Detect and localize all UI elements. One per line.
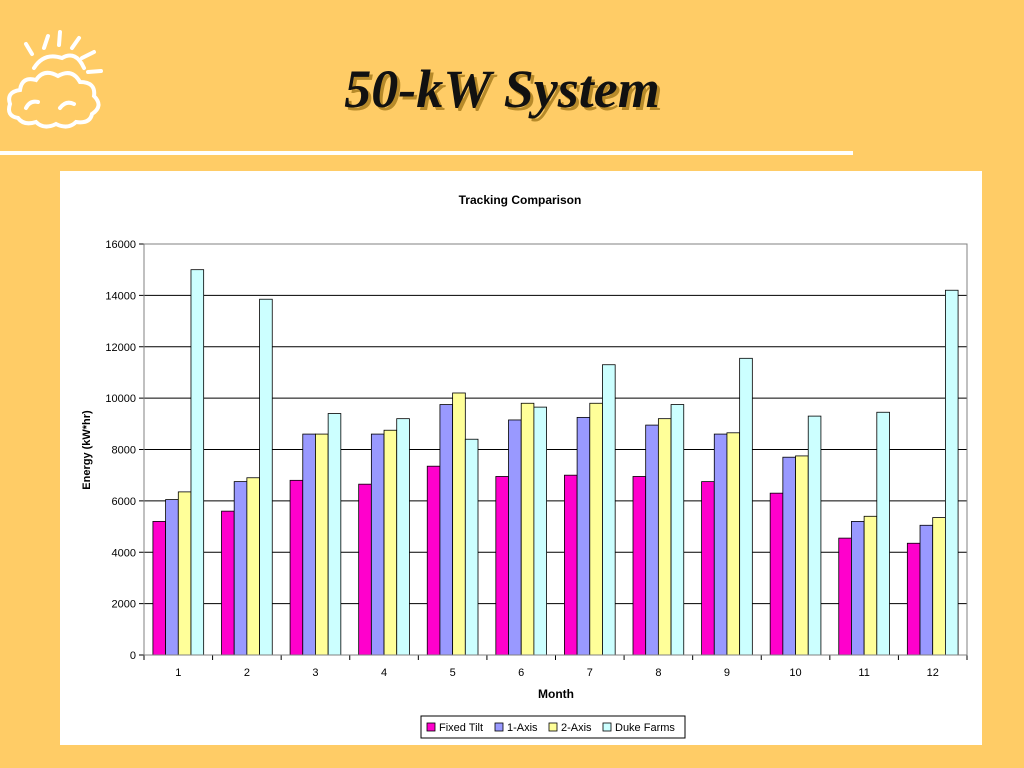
x-tick-label: 5 [450,667,456,679]
sun-cloud-logo [7,30,103,129]
tracking-chart: Tracking Comparison 02000400060008000100… [81,193,968,739]
x-tick-label: 7 [587,667,593,679]
legend-label: 2-Axis [561,722,592,734]
bar [657,418,672,656]
x-tick-label: 4 [381,667,387,679]
bar [358,483,372,656]
bar [632,476,647,656]
bar [851,521,865,656]
chart-legend: Fixed Tilt 1-Axis 2-Axis Duke Farms [420,715,686,739]
y-tick-label: 10000 [105,393,136,405]
y-tick-label: 14000 [105,290,136,302]
bar [919,524,934,656]
bar [221,510,235,656]
bar [233,481,248,656]
bar [370,433,385,656]
bar [520,402,535,656]
x-tick-label: 9 [724,667,730,679]
bar [726,432,741,656]
legend-label: Fixed Tilt [439,722,483,734]
bar [452,392,466,656]
bar [464,438,479,656]
bar [259,298,273,656]
bar [152,521,167,656]
bar [701,481,715,656]
bar [426,465,441,656]
x-tick-label: 8 [655,667,661,679]
x-tick-label: 1 [175,667,181,679]
legend-label: Duke Farms [615,722,675,734]
y-tick-label: 16000 [105,239,136,251]
title-divider [0,151,853,155]
bar [863,515,878,656]
bars [152,269,959,656]
x-tick-label: 6 [518,667,524,679]
bar [645,424,659,656]
bar [589,402,603,656]
legend-swatch [602,722,612,732]
bar [165,499,179,656]
bar [602,364,616,656]
y-tick-label: 2000 [112,599,136,611]
bar [383,429,398,656]
x-tick-label: 3 [312,667,318,679]
bar [670,404,685,656]
bar [289,479,304,656]
x-tick-label: 10 [789,667,801,679]
bar [739,357,753,656]
bar [190,269,205,656]
x-axis-ticks: 1 2 3 4 5 6 7 8 9 10 11 12 [143,655,968,679]
y-tick-label: 4000 [112,547,136,559]
bar [807,415,822,656]
bar [795,455,809,656]
bar [876,411,890,656]
bar [564,474,578,656]
bar [439,404,454,656]
x-tick-label: 2 [244,667,250,679]
legend-swatch [426,722,436,732]
bar [576,416,591,656]
bar [508,419,522,656]
bar [327,413,342,656]
x-axis-label: Month [538,687,574,701]
plot-area-border [143,243,968,656]
y-tick-label: 0 [130,650,136,662]
bar [246,477,260,656]
bar [302,433,316,656]
legend-swatch [548,722,558,732]
bar [838,537,852,656]
y-tick-label: 12000 [105,342,136,354]
y-tick-label: 8000 [112,445,136,457]
x-tick-label: 12 [927,667,939,679]
x-tick-label: 11 [858,667,869,679]
bar [769,492,784,656]
chart-title: Tracking Comparison [459,193,582,207]
y-axis-ticks: 0 2000 4000 6000 8000 10000 12000 14000 16000 [105,239,144,662]
slide-title: 50-kW System [344,59,660,119]
bar [495,476,509,656]
y-tick-label: 6000 [112,496,136,508]
bar [177,491,192,656]
bar [533,406,547,656]
bar [315,433,329,656]
bar [932,517,946,656]
legend-label: 1-Axis [507,722,538,734]
y-axis-label: Energy (kW*hr) [81,410,93,490]
bar [782,456,796,656]
bar [713,433,728,656]
bar [906,542,921,656]
bar [396,418,410,656]
bar [944,289,959,656]
legend-swatch [494,722,504,732]
